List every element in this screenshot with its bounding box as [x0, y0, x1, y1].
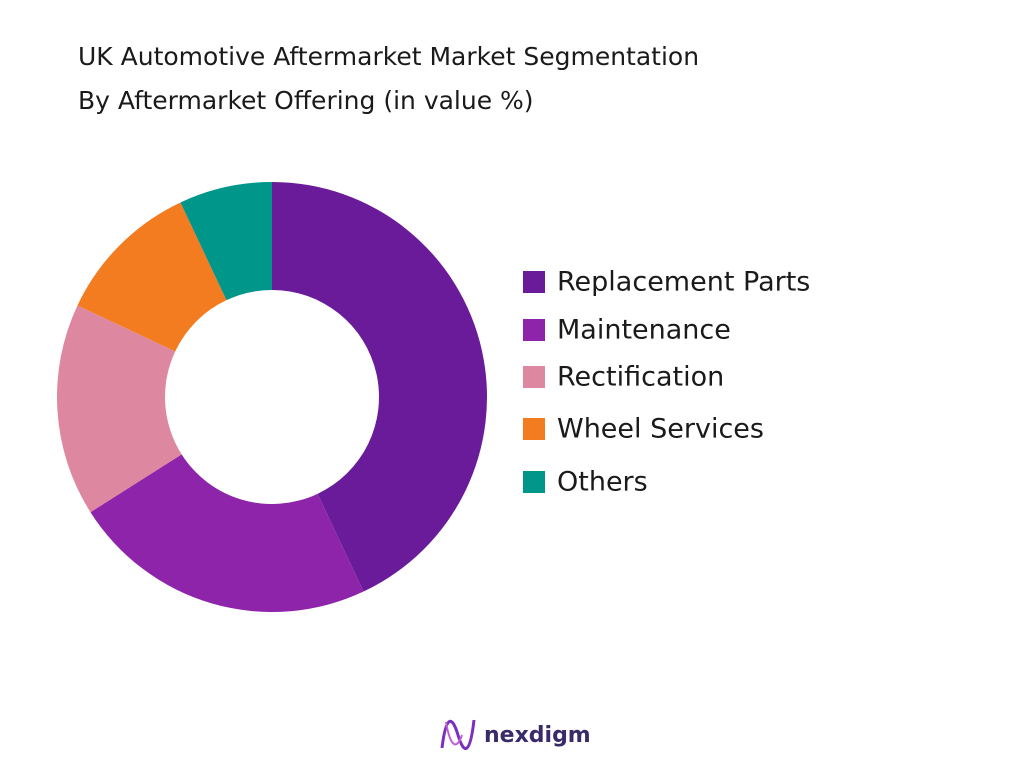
- brand: nexdigm: [484, 723, 591, 748]
- donut-slice: [77, 202, 227, 352]
- logo: nexdigm: [440, 719, 591, 750]
- legend-label: Rectification: [557, 362, 724, 393]
- donut-slice: [90, 454, 364, 613]
- legend-label: Wheel Services: [557, 414, 764, 445]
- legend-swatch: [523, 271, 545, 293]
- legend-label: Maintenance: [557, 315, 731, 346]
- legend-label: Others: [557, 467, 648, 498]
- logo-icon: [445, 721, 463, 746]
- legend-swatch: [523, 471, 545, 493]
- chart-title: UK Automotive Aftermarket Market Segment…: [78, 42, 699, 71]
- donut-slice: [272, 182, 487, 592]
- legend-label: Replacement Parts: [557, 267, 810, 298]
- donut-slice: [180, 182, 272, 301]
- legend-swatch: [523, 366, 545, 388]
- legend-swatch: [523, 418, 545, 440]
- legend-swatch: [523, 319, 545, 341]
- chart-title: By Aftermarket Offering (in value %): [78, 86, 534, 115]
- logo-icon: [440, 719, 476, 750]
- donut-slice: [57, 305, 182, 513]
